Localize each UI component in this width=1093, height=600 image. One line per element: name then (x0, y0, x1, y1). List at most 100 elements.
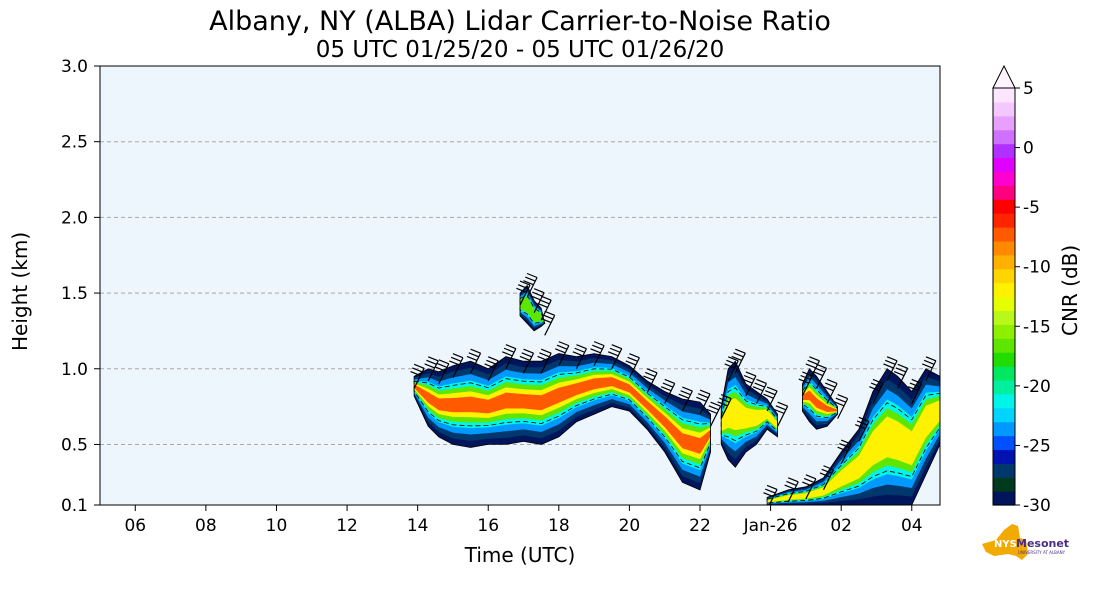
colorbar-segment (993, 421, 1015, 437)
wind-barb (424, 356, 439, 382)
wind-barb (540, 310, 556, 336)
wind-barb (537, 295, 552, 321)
wind-barb (812, 363, 828, 389)
wind-barb (590, 341, 605, 366)
wind-barb (763, 386, 778, 412)
colorbar-segment (993, 282, 1015, 298)
colorbar-segment (993, 310, 1015, 325)
wind-barb (833, 394, 849, 419)
wind-barb (805, 356, 820, 382)
cnr-contour-line (802, 368, 838, 430)
wind-barb (742, 371, 757, 397)
cnr-contour-band (721, 398, 778, 432)
wind-barb (519, 348, 535, 374)
colorbar-extend-arrow (992, 64, 1016, 89)
logo-org-text: UNIVERSITY AT ALBANY (1018, 550, 1066, 555)
cnr-contour-line (519, 284, 546, 332)
y-tick-label: 1.5 (61, 284, 88, 304)
colorbar-segment (993, 185, 1015, 200)
colorbar-tick-label: 5 (1023, 79, 1034, 99)
chart-title: Albany, NY (ALBA) Lidar Carrier-to-Noise… (209, 6, 831, 37)
wind-barb (660, 378, 676, 404)
colorbar-segment (993, 463, 1015, 478)
wind-barb (883, 356, 898, 382)
cnr-contour-line (766, 368, 940, 505)
y-tick-label: 0.1 (61, 496, 88, 516)
wind-barb (502, 344, 517, 369)
colorbar-segment (993, 338, 1015, 353)
colorbar-tick-label: -5 (1023, 198, 1040, 218)
colorbar-segment (993, 393, 1015, 409)
x-tick-label: 10 (266, 516, 288, 536)
wind-barb (530, 288, 545, 313)
x-axis-label: Time (UTC) (464, 543, 576, 567)
wind-barb (922, 356, 937, 382)
x-tick-label: 18 (548, 516, 570, 536)
wind-barb (893, 363, 909, 389)
colorbar-tick-label: -20 (1023, 377, 1051, 397)
colorbar-segment (993, 366, 1015, 381)
colorbar-segment (993, 324, 1015, 339)
colorbar-tick-label: -10 (1023, 258, 1051, 278)
y-tick-label: 2.5 (61, 133, 88, 153)
colorbar-segment (993, 143, 1015, 159)
wind-barb (449, 353, 464, 378)
logo-mesonet-text: Mesonet (1016, 537, 1069, 550)
wind-barb (537, 348, 552, 374)
wind-barb (696, 389, 711, 415)
cnr-contour-band (414, 377, 711, 454)
x-tick-label: 08 (195, 516, 217, 536)
y-tick-label: 3.0 (61, 57, 88, 77)
y-axis-ticks: 0.1 0.5 1.0 1.5 2.0 2.5 3.0 (61, 57, 100, 516)
colorbar-segment (993, 157, 1015, 172)
wind-barb (717, 394, 732, 419)
colorbar-segment (993, 268, 1015, 284)
wind-barb (773, 401, 789, 427)
wind-barb (625, 353, 640, 378)
x-tick-label: 12 (336, 516, 358, 536)
wind-barb (724, 356, 739, 382)
wind-barb (572, 344, 588, 369)
wind-barb (706, 401, 722, 427)
x-tick-label: 16 (477, 516, 499, 536)
colorbar-tick-label: -15 (1023, 317, 1051, 337)
wind-barb (869, 378, 884, 404)
y-tick-label: 1.0 (61, 360, 88, 380)
colorbar-segment (993, 227, 1015, 242)
cnr-contour-line (802, 381, 838, 419)
colorbar-segment (993, 449, 1015, 464)
colorbar-segment (993, 171, 1015, 186)
colorbar-segment (993, 129, 1015, 145)
colorbar-tick-label: -30 (1023, 496, 1051, 516)
wind-barb (752, 378, 768, 404)
colorbar-frame (992, 87, 1016, 506)
cnr-contour-line (720, 360, 778, 468)
logo-nys-text: NYS (994, 539, 1017, 550)
colorbar-tick-label: -25 (1023, 436, 1051, 456)
wind-barb (607, 344, 623, 369)
colorbar-tick-label: 0 (1023, 139, 1034, 159)
wind-barb-layer (410, 272, 937, 505)
colorbar-segment (993, 240, 1015, 256)
wind-barb (555, 341, 570, 366)
y-tick-label: 0.5 (61, 435, 88, 455)
x-tick-label: 04 (901, 516, 923, 536)
ny-state-shape (982, 524, 1028, 560)
colorbar-segment (993, 254, 1015, 270)
wind-barb (855, 416, 870, 442)
wind-barb (678, 386, 693, 412)
x-tick-label: 20 (619, 516, 641, 536)
cnr-contour-band (767, 400, 940, 503)
wind-barb (837, 439, 852, 465)
wind-barb (643, 368, 658, 394)
wind-barb (516, 280, 531, 306)
cnr-contour-line (413, 368, 711, 469)
wind-barb (410, 363, 425, 389)
colorbar-segment (993, 213, 1015, 228)
wind-barb (466, 348, 482, 374)
wind-barb (523, 272, 538, 298)
x-axis-ticks: 06 08 10 12 14 16 18 20 22 Jan-26 02 04 (124, 505, 923, 536)
wind-barb (823, 378, 838, 404)
wind-barb (435, 359, 450, 385)
